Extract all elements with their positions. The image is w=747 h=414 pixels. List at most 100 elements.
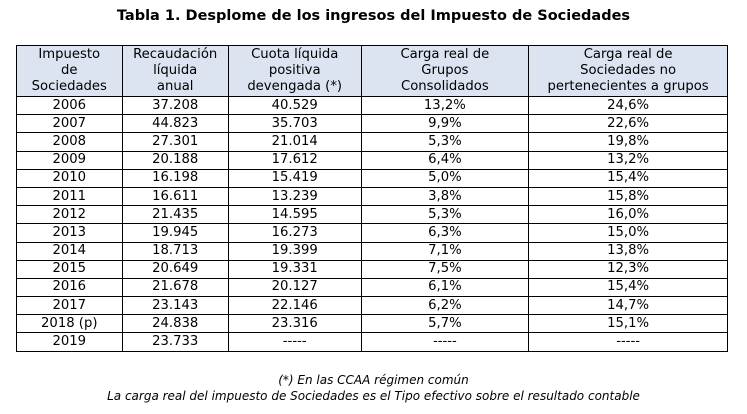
table-cell: 14,7% [528,296,728,316]
table-cell: 15,8% [528,186,728,207]
header-line: de [61,63,78,78]
header-line: anual [156,79,194,94]
table-row: 2010 16.198 15.419 5,0% 15,4% [16,168,728,188]
table-cell: 44.823 [121,114,229,134]
table-cell: 2006 [16,95,123,116]
table-cell: 6,4% [360,150,530,170]
table-cell: 17.612 [227,150,362,170]
header-line: Carga real de [583,47,673,62]
table-row: 2017 23.143 22.146 6,2% 14,7% [16,296,728,316]
table-cell: 16,0% [528,205,728,225]
table-cell: 16.611 [121,186,229,207]
table-cell: 40.529 [227,95,362,116]
table-row: 2018 (p) 24.838 23.316 5,7% 15,1% [16,314,728,334]
header-line: Consolidados [401,79,489,94]
table-cell: 21.014 [227,132,362,152]
table-cell: 2018 (p) [16,314,123,334]
table-cell: 15,0% [528,223,728,243]
table-cell: 22.146 [227,296,362,316]
table-cell: ----- [227,332,362,352]
column-header: Recaudación líquida anual [121,45,229,97]
table-cell: 6,3% [360,223,530,243]
table-cell: 20.127 [227,277,362,298]
table-cell: 35.703 [227,114,362,134]
table-cell: 2013 [16,223,123,243]
table-cell: 37.208 [121,95,229,116]
table-row: 2007 44.823 35.703 9,9% 22,6% [16,114,728,134]
table-row: 2009 20.188 17.612 6,4% 13,2% [16,150,728,170]
table-cell: 12,3% [528,259,728,279]
table-cell: 23.143 [121,296,229,316]
table-cell: 19.331 [227,259,362,279]
table-cell: 20.649 [121,259,229,279]
header-line: Recaudación [133,47,218,62]
table-cell: 2019 [16,332,123,352]
table-cell: 2015 [16,259,123,279]
column-header: Carga real de Sociedades no pertenecient… [528,45,728,97]
table-cell: 3,8% [360,186,530,207]
table-cell: 22,6% [528,114,728,134]
footnote: (*) En las CCAA régimen común [278,373,469,387]
table-row: 2015 20.649 19.331 7,5% 12,3% [16,259,728,279]
table-cell: 5,0% [360,168,530,188]
table-cell: 2016 [16,277,123,298]
table-cell: 2010 [16,168,123,188]
table-cell: 19.399 [227,241,362,261]
table-cell: 20.188 [121,150,229,170]
table-cell: 27.301 [121,132,229,152]
table-cell: 15,4% [528,168,728,188]
table-cell: 2012 [16,205,123,225]
table-cell: 15,4% [528,277,728,298]
table-cell: 15.419 [227,168,362,188]
table-cell: 24.838 [121,314,229,334]
table-cell: ----- [360,332,530,352]
table-cell: 2007 [16,114,123,134]
header-line: Carga real de [400,47,490,62]
table-cell: 6,2% [360,296,530,316]
table-cell: 23.733 [121,332,229,352]
table-row: 2012 21.435 14.595 5,3% 16,0% [16,205,728,225]
table-cell: ----- [528,332,728,352]
table-cell: 7,1% [360,241,530,261]
data-table: Impuesto de Sociedades Recaudación líqui… [16,45,728,352]
table-title: Tabla 1. Desplome de los ingresos del Im… [116,8,631,24]
table-cell: 14.595 [227,205,362,225]
table-cell: 18.713 [121,241,229,261]
table-cell: 13.239 [227,186,362,207]
header-line: Cuota líquida [251,47,339,62]
table-cell: 2014 [16,241,123,261]
header-line: Grupos [421,63,469,78]
header-line: Sociedades [31,79,107,94]
header-line: Sociedades no [580,63,677,78]
table-cell: 2008 [16,132,123,152]
table-cell: 21.678 [121,277,229,298]
table-row: 2016 21.678 20.127 6,1% 15,4% [16,277,728,298]
table-cell: 5,7% [360,314,530,334]
table-row: 2014 18.713 19.399 7,1% 13,8% [16,241,728,261]
column-header: Cuota líquida positiva devengada (*) [227,45,362,97]
table-cell: 5,3% [360,205,530,225]
header-line: Impuesto [38,47,101,62]
table-cell: 5,3% [360,132,530,152]
table-cell: 19.945 [121,223,229,243]
header-line: devengada (*) [247,79,343,94]
table-cell: 13,2% [360,95,530,116]
column-header: Carga real de Grupos Consolidados [360,45,530,97]
header-row: Impuesto de Sociedades Recaudación líqui… [16,45,728,97]
table-cell: 2011 [16,186,123,207]
table-cell: 7,5% [360,259,530,279]
table-cell: 19,8% [528,132,728,152]
table-cell: 2009 [16,150,123,170]
table-cell: 24,6% [528,95,728,116]
footnote: La carga real del impuesto de Sociedades… [107,389,640,403]
header-line: líquida [153,63,198,78]
table-cell: 13,2% [528,150,728,170]
table-row: 2013 19.945 16.273 6,3% 15,0% [16,223,728,243]
table-cell: 6,1% [360,277,530,298]
table-cell: 9,9% [360,114,530,134]
column-header: Impuesto de Sociedades [16,45,123,97]
header-line: positiva [268,63,321,78]
table-cell: 23.316 [227,314,362,334]
table-row: 2008 27.301 21.014 5,3% 19,8% [16,132,728,152]
table-cell: 21.435 [121,205,229,225]
